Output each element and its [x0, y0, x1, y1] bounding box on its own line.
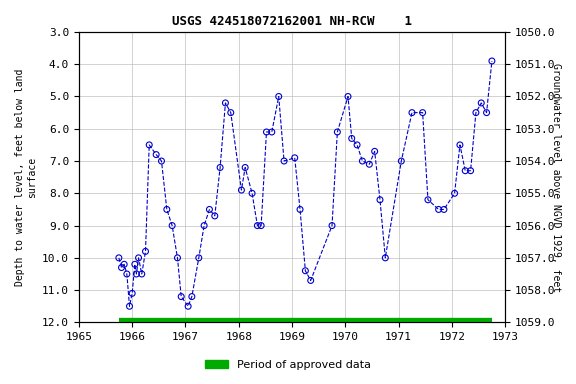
- Point: [237, 187, 246, 193]
- Point: [455, 142, 464, 148]
- Point: [221, 100, 230, 106]
- Y-axis label: Depth to water level, feet below land
surface: Depth to water level, feet below land su…: [15, 68, 37, 286]
- Point: [173, 255, 182, 261]
- Point: [125, 303, 134, 310]
- Point: [199, 222, 209, 228]
- Point: [134, 255, 143, 261]
- Point: [145, 142, 154, 148]
- Point: [248, 190, 257, 196]
- Point: [439, 206, 449, 212]
- Point: [295, 206, 305, 212]
- Point: [381, 255, 390, 261]
- Y-axis label: Groundwater level above NGVD 1929, feet: Groundwater level above NGVD 1929, feet: [551, 63, 561, 292]
- Point: [327, 222, 336, 228]
- Point: [117, 265, 126, 271]
- Point: [482, 109, 491, 116]
- Point: [132, 271, 141, 277]
- Point: [353, 142, 362, 148]
- Point: [205, 206, 214, 212]
- Point: [376, 197, 385, 203]
- Point: [418, 109, 427, 116]
- Point: [194, 255, 203, 261]
- Point: [184, 303, 193, 310]
- Point: [290, 155, 300, 161]
- Point: [407, 109, 416, 116]
- Point: [450, 190, 459, 196]
- Point: [301, 268, 310, 274]
- Point: [256, 222, 266, 228]
- Point: [120, 261, 129, 267]
- Point: [122, 271, 131, 277]
- Point: [343, 93, 353, 99]
- Point: [461, 168, 470, 174]
- Point: [423, 197, 433, 203]
- Point: [267, 129, 276, 135]
- Point: [210, 213, 219, 219]
- Point: [274, 93, 283, 99]
- Point: [177, 293, 186, 300]
- Point: [226, 109, 236, 116]
- Point: [253, 222, 262, 228]
- Point: [130, 261, 139, 267]
- Legend: Period of approved data: Period of approved data: [201, 356, 375, 375]
- Point: [434, 206, 443, 212]
- Point: [162, 206, 172, 212]
- Point: [127, 290, 137, 296]
- Point: [168, 222, 177, 228]
- Point: [370, 148, 379, 154]
- Title: USGS 424518072162001 NH-RCW    1: USGS 424518072162001 NH-RCW 1: [172, 15, 412, 28]
- Point: [487, 58, 497, 64]
- Point: [397, 158, 406, 164]
- Point: [333, 129, 342, 135]
- Point: [137, 271, 146, 277]
- Point: [241, 164, 250, 170]
- Point: [114, 255, 123, 261]
- Point: [279, 158, 289, 164]
- Point: [365, 161, 374, 167]
- Point: [306, 277, 315, 283]
- Point: [262, 129, 271, 135]
- Point: [151, 152, 161, 158]
- Point: [358, 158, 367, 164]
- Point: [157, 158, 166, 164]
- Point: [347, 136, 357, 142]
- Point: [466, 168, 475, 174]
- Point: [471, 109, 480, 116]
- Point: [476, 100, 486, 106]
- Point: [215, 164, 225, 170]
- Point: [141, 248, 150, 255]
- Point: [187, 293, 196, 300]
